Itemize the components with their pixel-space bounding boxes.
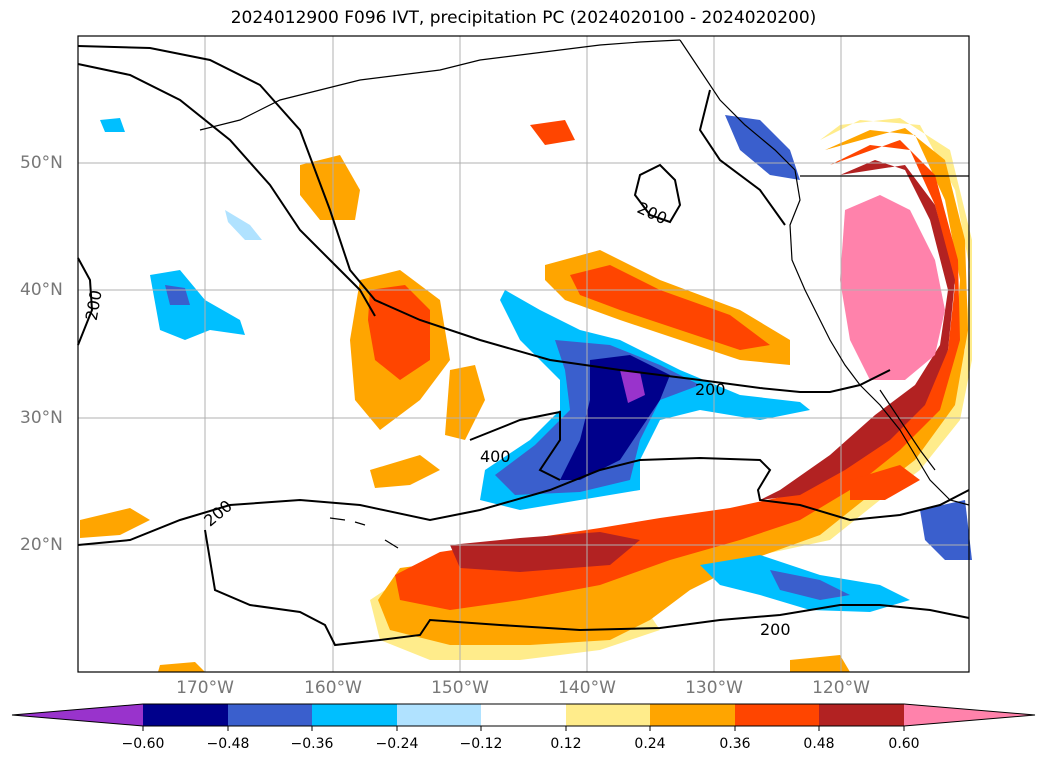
colorbar-bin (481, 704, 566, 726)
ivt-contour-200-bc (698, 89, 786, 226)
lat-label: 40°N (20, 280, 63, 300)
lon-label: 130°W (685, 678, 743, 698)
baja-coast (879, 389, 936, 471)
ivt-contour-200-closed (633, 163, 682, 224)
colorbar-bin (566, 704, 650, 726)
precip-area-bottom (790, 655, 850, 672)
colorbar-bin (228, 704, 312, 726)
precip-area-central-4 (370, 455, 440, 488)
precip-area-pink-core (840, 195, 945, 380)
precip-area-blue-nw (100, 118, 125, 132)
precip-area-north-pacific-red (570, 265, 770, 350)
colorbar-tick-label: −0.12 (459, 736, 503, 752)
colorbar-tick-label: −0.48 (206, 736, 250, 752)
colorbar-bin (819, 704, 904, 726)
colorbar (11, 703, 1036, 731)
colorbar-extend-left (12, 704, 143, 726)
lon-label: 140°W (558, 678, 616, 698)
contour-label: 200 (760, 620, 791, 639)
map-title: 2024012900 F096 IVT, precipitation PC (2… (230, 8, 817, 28)
colorbar-bin (735, 704, 819, 726)
colorbar-tick-label: −0.36 (290, 736, 334, 752)
ivt-contour-200-inner (77, 63, 376, 317)
lon-label: 170°W (176, 678, 234, 698)
precip-area-orange-band (378, 128, 968, 645)
hawaii-islands (329, 517, 399, 549)
colorbar-tick-label: 0.48 (803, 736, 835, 752)
precip-area-lightblue-west (225, 210, 262, 240)
colorbar-tick-label: 0.24 (634, 736, 666, 752)
precip-shading (80, 115, 972, 672)
precip-area-darkred-strip (450, 532, 640, 572)
contour-label: 200 (695, 380, 726, 399)
colorbar-bin (397, 704, 481, 726)
precip-area-central-3 (445, 365, 485, 440)
map-frame (77, 35, 970, 673)
precip-area-blue-bc (725, 115, 800, 180)
colorbar-tick-label: 0.12 (550, 736, 582, 752)
precip-area-central-2-red (368, 285, 430, 380)
lon-label: 120°W (812, 678, 870, 698)
map-gridlines (78, 36, 969, 672)
lat-label: 20°N (20, 535, 63, 555)
precip-area-bottom-left (158, 662, 205, 672)
ivt-contour-200-north (77, 45, 891, 393)
colorbar-tick-label: 0.36 (719, 736, 751, 752)
precip-area-darkred-band (760, 160, 955, 500)
precip-area-small-north (530, 120, 575, 145)
colorbar-bin (650, 704, 735, 726)
colorbar-extend-right (904, 704, 1035, 726)
ivt-contour-200-south (77, 456, 970, 546)
coastlines (199, 39, 970, 549)
lon-label: 160°W (304, 678, 362, 698)
colorbar-tick-label: −0.24 (375, 736, 419, 752)
precip-area-west-edge (80, 508, 150, 538)
lat-label: 50°N (20, 153, 63, 173)
precip-area-purple (620, 370, 645, 403)
alaska-coast (199, 39, 681, 131)
colorbar-tick-label: 0.60 (888, 736, 920, 752)
lon-label: 150°W (431, 678, 489, 698)
ivt-contour-200-west (77, 257, 94, 346)
colorbar-tick-label: −0.60 (121, 736, 165, 752)
north-america-coast (679, 39, 970, 506)
colorbar-bin (312, 704, 397, 726)
ivt-contour-400 (469, 410, 561, 481)
ivt-contours (77, 45, 970, 647)
ivt-contour-200-southern (204, 529, 970, 647)
colorbar-bin (143, 704, 228, 726)
precip-area-south-east (850, 465, 920, 500)
lat-label: 30°N (20, 408, 63, 428)
precip-area-red-band (395, 140, 960, 610)
contour-label: 400 (480, 447, 511, 466)
precip-area-blue-south-mid (770, 570, 850, 600)
